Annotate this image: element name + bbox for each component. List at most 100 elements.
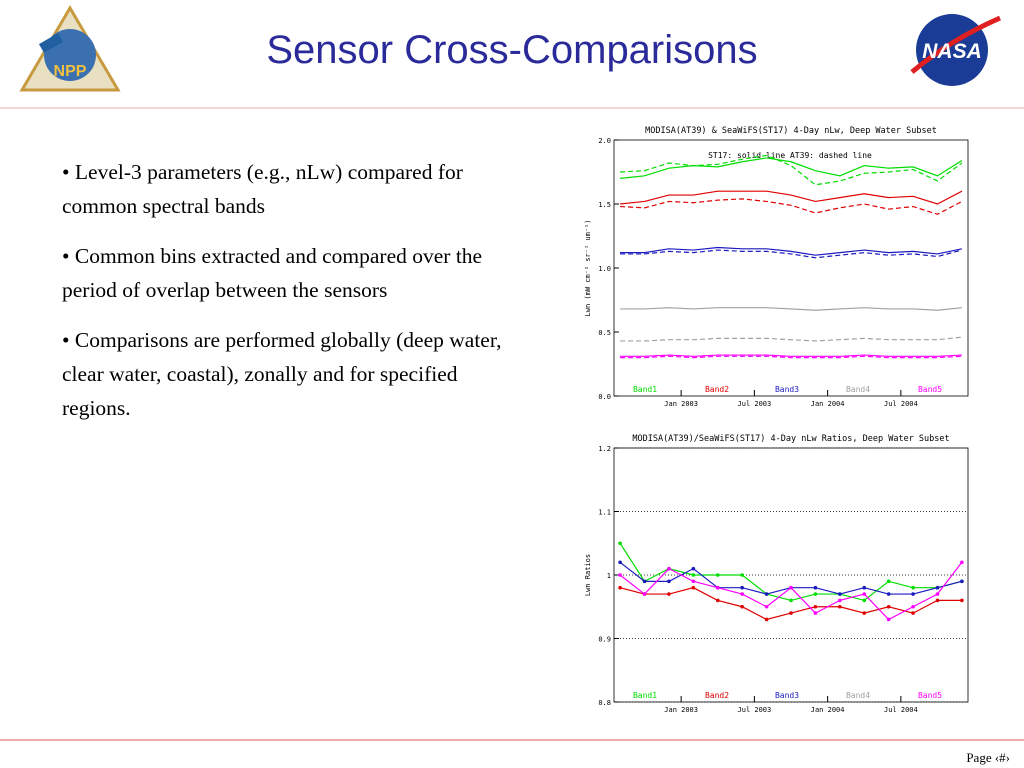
data-point xyxy=(691,566,696,571)
data-point xyxy=(960,579,964,584)
data-point xyxy=(691,579,696,584)
series-line xyxy=(620,198,963,215)
data-point xyxy=(740,604,744,609)
x-tick-label: Jan 2003 xyxy=(664,400,698,408)
data-point xyxy=(667,566,671,571)
series-line xyxy=(620,307,962,311)
bullet: Comparisons are performed globally (deep… xyxy=(62,323,512,425)
legend-entry: Band3 xyxy=(775,691,799,700)
legend-entry: Band2 xyxy=(705,385,729,394)
data-point xyxy=(838,604,842,609)
y-tick-label: 2.0 xyxy=(598,137,611,145)
y-axis-label: Lwn Ratios xyxy=(584,554,592,596)
plot-area xyxy=(613,139,969,397)
y-tick-label: 1.0 xyxy=(598,265,611,273)
data-point xyxy=(911,604,915,609)
series-line xyxy=(620,355,962,359)
series-line xyxy=(620,336,962,342)
data-point xyxy=(667,579,671,584)
data-point xyxy=(886,604,891,609)
npp-text: NPP xyxy=(54,63,87,80)
series-line xyxy=(620,154,963,186)
legend-entry: Band3 xyxy=(775,385,799,394)
data-point xyxy=(886,579,891,584)
legend-entry: Band5 xyxy=(918,385,942,394)
data-point xyxy=(838,598,842,603)
data-point xyxy=(667,592,671,596)
data-point xyxy=(862,585,867,590)
x-tick-label: Jul 2004 xyxy=(884,400,918,408)
data-point xyxy=(740,592,744,596)
data-point xyxy=(764,592,769,596)
series-line xyxy=(620,354,962,357)
chart-ratios: MODISA(AT39)/SeaWiFS(ST17) 4-Day nLw Rat… xyxy=(584,432,972,720)
bullet: Common bins extracted and compared over … xyxy=(62,239,512,307)
data-point xyxy=(691,585,696,590)
y-tick-label: 0.9 xyxy=(598,636,611,644)
data-point xyxy=(862,611,867,615)
data-point xyxy=(911,611,915,615)
data-point xyxy=(642,579,647,584)
y-axis-label: Lwn (mW cm⁻² sr⁻¹ um⁻¹) xyxy=(584,220,592,317)
data-point xyxy=(935,592,940,596)
y-tick-label: 0.0 xyxy=(598,393,611,401)
legend-entry: Band1 xyxy=(633,385,657,394)
data-point xyxy=(960,560,964,565)
npp-logo: NPP xyxy=(19,5,121,92)
data-point xyxy=(911,585,915,590)
annotation: ST17: solid line AT39: dashed line xyxy=(708,151,872,160)
data-point xyxy=(838,592,842,596)
data-point xyxy=(886,592,891,596)
y-tick-label: 1.5 xyxy=(598,201,611,209)
data-point xyxy=(715,598,720,603)
x-tick-label: Jan 2003 xyxy=(664,706,698,714)
data-point xyxy=(618,560,622,565)
data-point xyxy=(618,573,622,577)
data-point xyxy=(789,611,793,615)
bullet-list: Level-3 parameters (e.g., nLw) compared … xyxy=(62,155,512,441)
data-point xyxy=(642,592,647,596)
data-point xyxy=(740,573,744,577)
data-point xyxy=(715,585,720,590)
data-point xyxy=(715,573,720,577)
data-point xyxy=(618,541,622,546)
y-tick-label: 0.5 xyxy=(598,329,611,337)
legend-entry: Band4 xyxy=(846,385,870,394)
nasa-logo: NASA xyxy=(910,14,1002,86)
legend-entry: Band4 xyxy=(846,691,870,700)
legend-entry: Band1 xyxy=(633,691,657,700)
y-tick-label: 1 xyxy=(607,572,611,580)
nasa-text: NASA xyxy=(922,40,982,63)
y-tick-label: 1.1 xyxy=(598,509,611,517)
data-point xyxy=(886,617,891,622)
data-point xyxy=(862,592,867,596)
data-point xyxy=(960,598,964,603)
x-tick-label: Jul 2004 xyxy=(884,706,918,714)
data-point xyxy=(789,585,793,590)
legend-entry: Band2 xyxy=(705,691,729,700)
slide-title: Sensor Cross-Comparisons xyxy=(266,28,758,72)
data-point xyxy=(935,585,940,590)
data-point xyxy=(813,604,818,609)
data-point xyxy=(813,592,818,596)
bullet: Level-3 parameters (e.g., nLw) compared … xyxy=(62,155,512,223)
x-tick-label: Jul 2003 xyxy=(738,706,772,714)
chart-lwn: MODISA(AT39) & SeaWiFS(ST17) 4-Day nLw, … xyxy=(584,124,972,414)
x-tick-label: Jul 2003 xyxy=(738,400,772,408)
series-line xyxy=(620,190,963,205)
y-tick-label: 1.2 xyxy=(598,445,611,453)
y-tick-label: 0.8 xyxy=(598,699,611,707)
x-tick-label: Jan 2004 xyxy=(811,400,845,408)
data-point xyxy=(862,598,867,603)
chart-title: MODISA(AT39) & SeaWiFS(ST17) 4-Day nLw, … xyxy=(645,126,937,136)
series-line xyxy=(620,157,963,179)
data-point xyxy=(789,598,793,603)
data-point xyxy=(935,598,940,603)
data-point xyxy=(813,611,818,615)
chart-title: MODISA(AT39)/SeaWiFS(ST17) 4-Day nLw Rat… xyxy=(632,434,949,444)
page-number: Page ‹#› xyxy=(966,750,1010,765)
series-line xyxy=(620,249,963,259)
x-tick-label: Jan 2004 xyxy=(811,706,845,714)
data-point xyxy=(813,585,818,590)
